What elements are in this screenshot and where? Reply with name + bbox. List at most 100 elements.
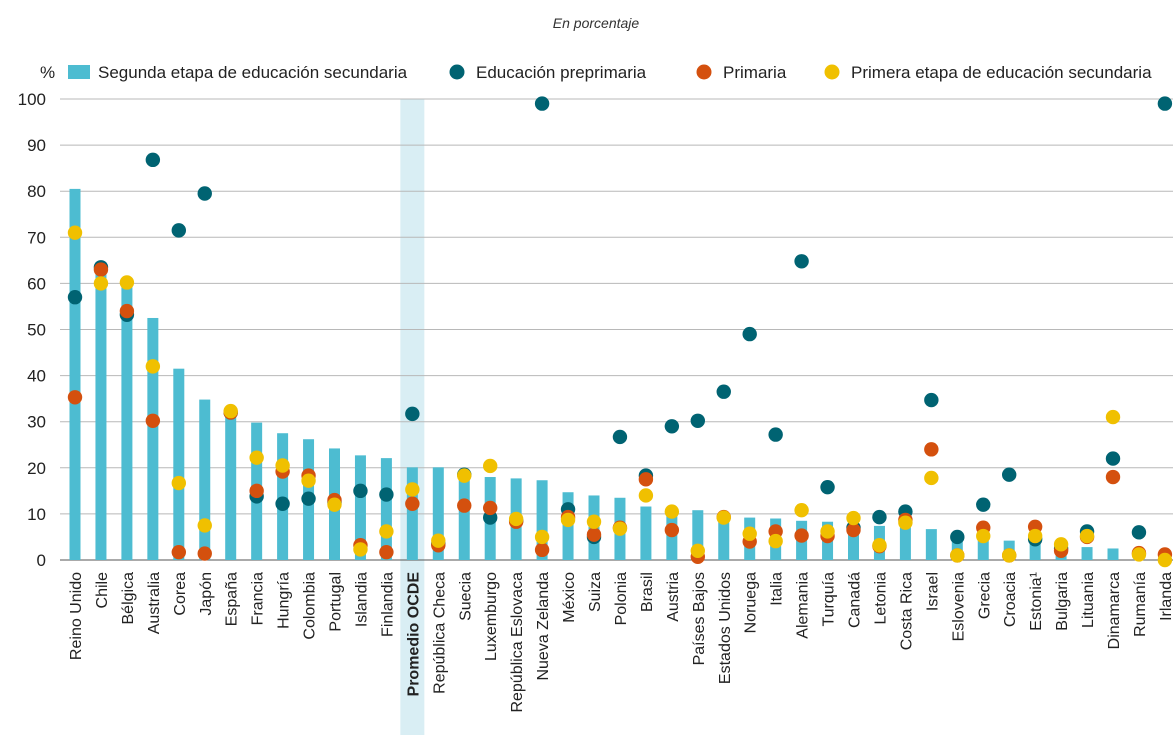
point-primera-etapa-de-educacion-secundaria-portugal	[327, 497, 342, 512]
point-educacion-preprimaria-corea	[171, 223, 186, 238]
x-tick-label-grecia: Grecia	[976, 572, 993, 619]
point-educacion-preprimaria-noruega	[742, 326, 757, 342]
point-educacion-preprimaria-irlanda	[1157, 96, 1173, 111]
point-primaria-alemania	[794, 528, 809, 543]
y-tick-label: 80	[27, 182, 46, 201]
point-primera-etapa-de-educacion-secundaria-francia	[249, 450, 264, 465]
point-primera-etapa-de-educacion-secundaria-nueva-zelanda	[534, 529, 550, 545]
bar-reino-unido	[69, 188, 81, 560]
point-primera-etapa-de-educacion-secundaria-costa-rica	[898, 515, 913, 530]
bar-grecia	[977, 539, 989, 560]
x-axis-labels: Reino Unido Chile Bélgica Australia Corea Jap…	[68, 572, 1173, 713]
x-tick-label-reino-unido: Reino Unido	[68, 572, 85, 660]
bar-layer	[69, 188, 1171, 560]
bar-chile	[95, 269, 107, 560]
point-primera-etapa-de-educacion-secundaria-suiza	[586, 514, 602, 529]
point-educacion-preprimaria-turquia	[820, 479, 835, 495]
legend-label-segunda-etapa-de-educacion-secundaria: Segunda etapa de educación secundaria	[98, 63, 408, 82]
point-primera-etapa-de-educacion-secundaria-corea	[171, 475, 186, 491]
point-educacion-preprimaria-dinamarca	[1105, 451, 1121, 466]
point-primera-etapa-de-educacion-secundaria-israel	[924, 470, 939, 486]
x-tick-label-espana: España	[224, 572, 241, 626]
point-educacion-preprimaria-italia	[768, 427, 783, 442]
x-tick-label-francia: Francia	[250, 572, 267, 625]
legend-label-educacion-preprimaria: Educación preprimaria	[476, 63, 647, 82]
x-tick-label-bulgaria: Bulgaria	[1054, 572, 1071, 631]
point-primera-etapa-de-educacion-secundaria-brasil	[638, 488, 654, 503]
point-primera-etapa-de-educacion-secundaria-hungria	[275, 458, 290, 473]
point-primera-etapa-de-educacion-secundaria-bulgaria	[1053, 537, 1069, 552]
point-primaria-suiza	[586, 527, 602, 542]
dot-layer	[67, 96, 1173, 568]
point-primera-etapa-de-educacion-secundaria-japon	[197, 518, 212, 533]
point-primera-etapa-de-educacion-secundaria-reino-unido	[67, 225, 83, 240]
y-tick-label: 50	[27, 321, 46, 340]
y-tick-label: 0	[37, 551, 46, 570]
point-primera-etapa-de-educacion-secundaria-belgica	[119, 275, 135, 290]
bar-islandia	[354, 455, 366, 560]
x-tick-label-polonia: Polonia	[613, 572, 630, 625]
point-educacion-preprimaria-nueva-zelanda	[534, 96, 550, 111]
x-tick-label-japon: Japón	[198, 572, 215, 616]
point-primera-etapa-de-educacion-secundaria-chile	[93, 276, 109, 291]
x-tick-label-luxemburgo: Luxemburgo	[483, 572, 500, 661]
point-educacion-preprimaria-hungria	[275, 496, 290, 511]
point-primera-etapa-de-educacion-secundaria-canada	[846, 510, 861, 526]
x-tick-label-corea: Corea	[172, 572, 189, 616]
point-primera-etapa-de-educacion-secundaria-republica-eslovaca	[508, 511, 524, 527]
x-tick-label-promedio-ocde: Promedio OCDE	[405, 572, 422, 697]
bar-australia	[147, 317, 159, 560]
point-primera-etapa-de-educacion-secundaria-rumania	[1131, 547, 1147, 562]
bar-japon	[199, 399, 211, 560]
x-tick-label-rumania: Rumanía	[1132, 572, 1149, 637]
bar-belgica	[121, 283, 133, 560]
y-tick-label: 70	[27, 228, 46, 247]
y-tick-label: 10	[27, 505, 46, 524]
point-primaria-austria	[664, 522, 680, 538]
legend-label-primaria: Primaria	[723, 63, 787, 82]
x-tick-label-estonia: Estonia¹	[1028, 572, 1045, 631]
point-primera-etapa-de-educacion-secundaria-finlandia	[379, 524, 394, 539]
point-primera-etapa-de-educacion-secundaria-australia	[145, 359, 161, 374]
point-primera-etapa-de-educacion-secundaria-paises-bajos	[690, 543, 705, 558]
bar-canada	[848, 524, 859, 560]
point-primaria-brasil	[638, 472, 654, 487]
x-tick-label-turquia: Turquía	[821, 572, 838, 627]
point-primaria-promedio-ocde	[405, 496, 420, 511]
bar-finlandia	[380, 458, 392, 560]
y-tick-label: 90	[27, 136, 46, 155]
chart-subtitle: En porcentaje	[553, 15, 640, 31]
legend-marker-primaria	[696, 64, 712, 80]
point-primera-etapa-de-educacion-secundaria-colombia	[301, 473, 316, 488]
point-primera-etapa-de-educacion-secundaria-noruega	[742, 526, 757, 541]
x-tick-label-estados-unidos: Estados Unidos	[717, 572, 734, 684]
y-tick-label: 20	[27, 459, 46, 478]
bar-promedio-ocde	[406, 467, 418, 560]
bar-estonia	[1029, 543, 1041, 560]
point-primera-etapa-de-educacion-secundaria-estados-unidos	[716, 510, 731, 525]
x-tick-label-austria: Austria	[665, 572, 682, 622]
x-tick-label-noruega: Noruega	[743, 572, 760, 633]
point-primaria-japon	[197, 546, 212, 561]
point-educacion-preprimaria-reino-unido	[67, 290, 83, 305]
x-tick-label-republica-eslovaca: República Eslovaca	[509, 572, 526, 713]
point-primaria-francia	[249, 483, 264, 499]
point-educacion-preprimaria-polonia	[612, 429, 628, 445]
x-tick-label-paises-bajos: Países Bajos	[691, 572, 708, 665]
point-primera-etapa-de-educacion-secundaria-promedio-ocde	[405, 482, 420, 497]
point-primaria-luxemburgo	[483, 500, 498, 516]
x-tick-label-belgica: Bélgica	[120, 572, 137, 625]
point-educacion-preprimaria-alemania	[794, 254, 809, 269]
point-primera-etapa-de-educacion-secundaria-espana	[223, 403, 238, 419]
x-tick-label-islandia: Islandia	[353, 572, 370, 627]
point-educacion-preprimaria-croacia	[1002, 467, 1017, 482]
y-tick-label: 60	[27, 274, 46, 293]
point-primera-etapa-de-educacion-secundaria-grecia	[976, 528, 991, 544]
point-primaria-belgica	[119, 303, 135, 319]
point-educacion-preprimaria-israel	[924, 392, 939, 408]
point-educacion-preprimaria-eslovenia	[950, 529, 965, 545]
point-primaria-dinamarca	[1105, 469, 1121, 485]
point-educacion-preprimaria-finlandia	[379, 487, 394, 502]
point-primaria-australia	[145, 413, 161, 428]
x-tick-label-letonia: Letonia	[872, 572, 889, 625]
